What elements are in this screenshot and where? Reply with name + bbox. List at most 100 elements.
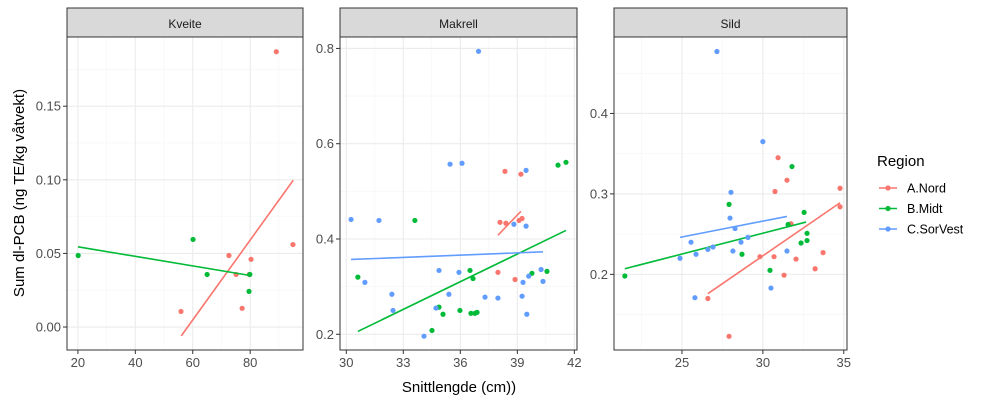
data-point — [622, 273, 628, 279]
data-point — [726, 201, 732, 207]
data-point — [362, 279, 368, 285]
data-point — [738, 239, 744, 245]
data-point — [524, 311, 530, 317]
legend-label: B.Midt — [907, 202, 943, 216]
data-point — [781, 272, 787, 278]
data-point — [523, 223, 529, 229]
data-point — [789, 163, 795, 170]
facet-makrell: 30 33 36 39 42 0.2 0.4 0.6 0.8 Makrell — [316, 7, 582, 370]
data-point — [433, 305, 439, 311]
legend-label: C.SorVest — [907, 223, 964, 237]
data-point — [798, 240, 804, 246]
data-point — [812, 266, 818, 272]
x-tick-label: 60 — [186, 355, 200, 370]
regression-line — [679, 215, 788, 239]
data-point — [429, 327, 435, 334]
data-point — [677, 255, 683, 261]
data-point — [421, 333, 427, 339]
data-point — [273, 49, 279, 55]
data-point — [447, 161, 453, 167]
facet-strip — [613, 7, 848, 38]
data-point — [446, 291, 452, 297]
data-point — [75, 252, 81, 259]
data-point — [523, 167, 529, 173]
data-point — [204, 271, 210, 278]
x-tick-label: 80 — [243, 355, 257, 370]
regression-line — [707, 202, 841, 295]
data-point — [519, 293, 525, 299]
data-point — [555, 162, 561, 168]
y-tick-label: 0.15 — [36, 99, 61, 114]
data-point — [739, 251, 745, 257]
data-point — [768, 285, 774, 291]
y-tick-label: 0.05 — [36, 246, 61, 261]
data-point — [520, 279, 526, 285]
y-tick-label: 0.8 — [316, 41, 334, 56]
data-point — [804, 230, 810, 236]
data-point — [730, 248, 736, 254]
data-point — [512, 276, 518, 283]
legend: Region A.Nord B.Midt C.SorVest — [877, 153, 964, 237]
legend-label: A.Nord — [907, 182, 946, 196]
data-point — [348, 216, 354, 223]
data-point — [495, 269, 501, 275]
data-point — [390, 307, 396, 314]
data-point — [239, 305, 245, 311]
x-tick-label: 20 — [71, 355, 85, 370]
data-point — [226, 252, 232, 259]
legend-key-point — [885, 185, 891, 191]
y-tick-label: 0.2 — [316, 327, 334, 342]
data-point — [470, 275, 476, 282]
y-tick-label: 0.3 — [590, 186, 608, 201]
facet-strip — [66, 7, 304, 38]
data-point — [436, 267, 442, 274]
y-tick-label: 0.4 — [590, 106, 608, 121]
data-point — [518, 171, 524, 177]
legend-item: C.SorVest — [879, 223, 964, 237]
regression-line — [77, 246, 251, 277]
data-point — [519, 215, 525, 222]
x-tick-label: 39 — [510, 355, 524, 370]
data-point — [760, 139, 766, 145]
data-point — [495, 295, 501, 301]
x-tick-label: 25 — [675, 355, 689, 370]
data-point — [801, 209, 807, 216]
y-tick-label: 0.00 — [36, 320, 61, 335]
facet-strip — [339, 7, 578, 38]
regression-line — [350, 251, 544, 261]
x-tick-label: 30 — [339, 355, 353, 370]
y-tick-label: 0.10 — [36, 172, 61, 187]
panel-background — [67, 37, 303, 350]
y-axis-label: Sum dl-PCB (ng TE/kg våtvekt) — [11, 89, 28, 297]
facet-sild: 25 30 35 0.2 0.3 0.4 Sild — [590, 7, 851, 370]
x-tick-label: 40 — [128, 355, 142, 370]
data-point — [456, 269, 462, 275]
data-point — [820, 250, 826, 256]
legend-item: B.Midt — [879, 202, 943, 216]
data-point — [784, 248, 790, 254]
data-point — [705, 246, 711, 253]
data-point — [190, 236, 196, 243]
legend-item: A.Nord — [879, 182, 946, 196]
x-tick-label: 33 — [396, 355, 410, 370]
data-point — [290, 241, 296, 248]
data-point — [710, 244, 716, 250]
legend-key-point — [885, 226, 891, 232]
x-tick-label: 30 — [756, 355, 770, 370]
data-point — [793, 256, 799, 262]
data-point — [837, 204, 843, 210]
data-point — [804, 237, 810, 244]
x-tick-label: 36 — [453, 355, 467, 370]
x-tick-label: 35 — [837, 355, 851, 370]
panel-background — [340, 37, 577, 350]
data-point — [772, 188, 778, 195]
x-axis-label: Snittlengde (cm)) — [402, 379, 516, 396]
data-point — [727, 215, 733, 221]
data-point — [412, 217, 418, 224]
data-point — [693, 251, 699, 257]
data-point — [837, 185, 843, 191]
data-point — [475, 48, 482, 54]
facet-strip-label: Kveite — [168, 17, 202, 31]
data-point — [474, 309, 480, 315]
